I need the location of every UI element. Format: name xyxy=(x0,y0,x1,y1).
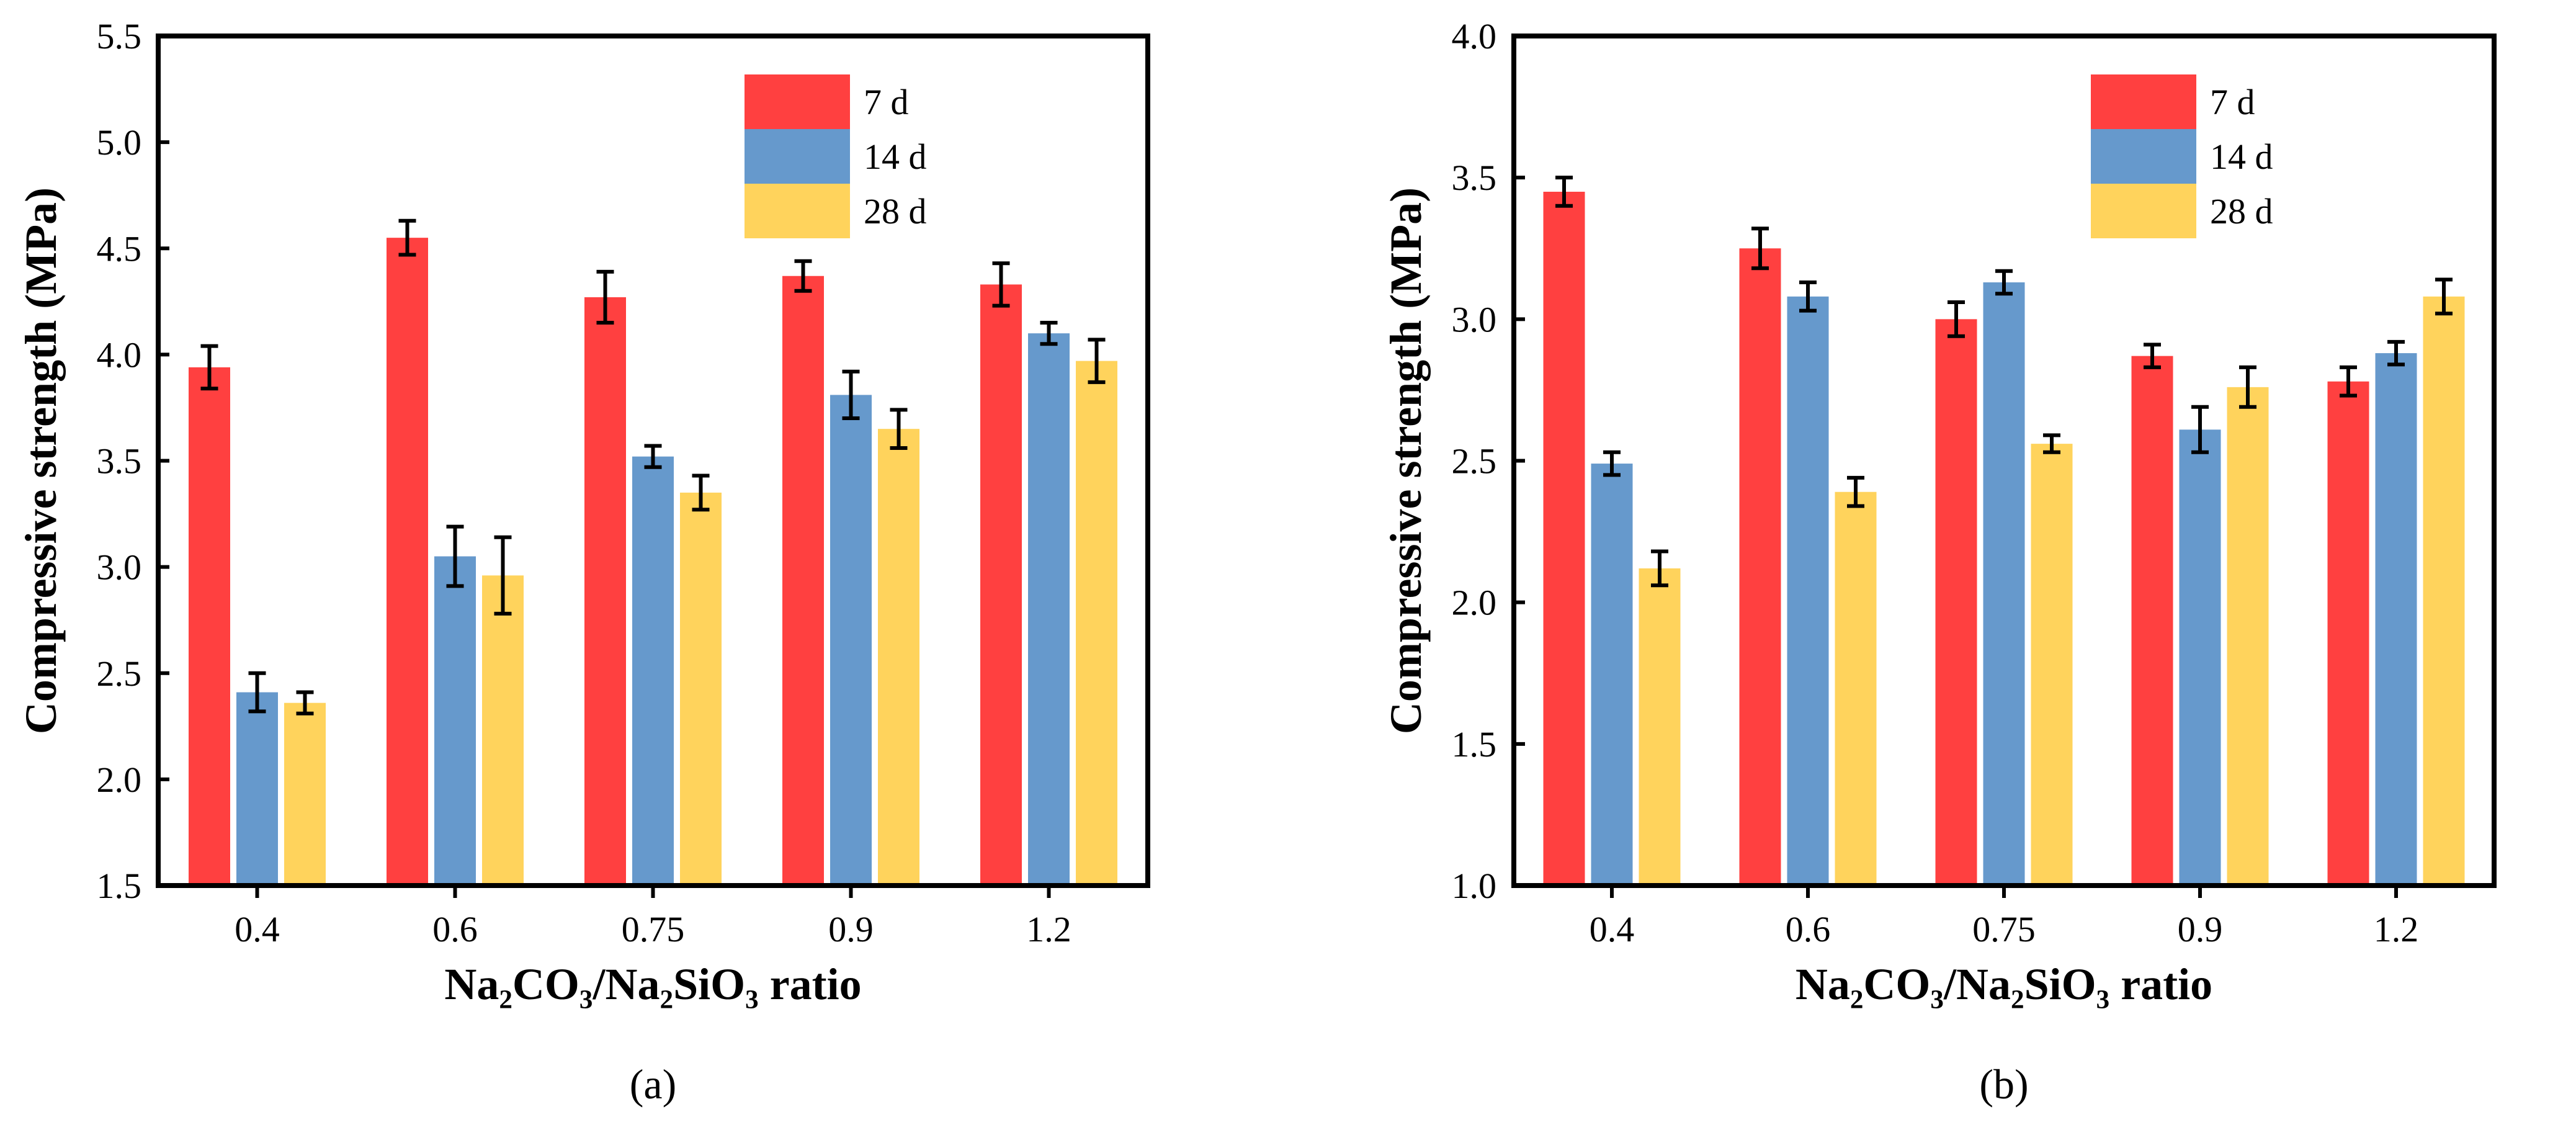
chart-1-y-tick-label: 3.0 xyxy=(97,547,142,588)
chart-1-legend-label: 28 d xyxy=(864,191,927,231)
chart-2-legend-label: 14 d xyxy=(2210,137,2273,177)
chart-1-x-axis-title: Na₂CO₃/Na₂SiO₃ ratio xyxy=(444,959,861,1009)
chart-2-legend-swatch xyxy=(2091,184,2196,238)
chart-1-bar xyxy=(632,456,674,886)
chart-2-legend-swatch xyxy=(2091,129,2196,184)
chart-2-bar xyxy=(1983,282,2025,886)
chart-1-bar xyxy=(980,284,1022,886)
chart-2-y-tick-label: 2.5 xyxy=(1452,441,1497,482)
chart-2: 1.0 1.5 2.0 2.5 3.0 3.5 4.0 0.4 0.6 0.75 0.9 1.2 7 d… xyxy=(1381,16,2497,1108)
chart-1-x-tick-label: 0.9 xyxy=(828,909,874,949)
chart-1-y-tick-label: 4.0 xyxy=(97,334,142,375)
chart-2-x-tick-label: 1.2 xyxy=(2374,909,2419,949)
chart-2-y-tick-label: 3.5 xyxy=(1452,158,1497,198)
chart-1-y-tick-label: 5.0 xyxy=(97,122,142,163)
chart-2-bar xyxy=(1835,491,1877,886)
chart-2-bar xyxy=(1787,296,1829,886)
chart-1-y-tick-label: 2.5 xyxy=(97,653,142,694)
chart-1-x-tick-label: 0.6 xyxy=(432,909,478,949)
chart-1-bar xyxy=(189,367,230,886)
chart-2-bar xyxy=(1591,464,1633,886)
chart-1-bar xyxy=(782,276,824,886)
chart-1-bar xyxy=(878,429,919,886)
chart-1-y-tick-label: 1.5 xyxy=(97,866,142,906)
chart-1-y-tick-label: 3.5 xyxy=(97,441,142,482)
chart-2-x-tick-label: 0.6 xyxy=(1786,909,1831,949)
chart-1-legend-swatch xyxy=(745,74,850,129)
chart-2-legend-label: 7 d xyxy=(2210,82,2255,122)
chart-2-bar xyxy=(2375,353,2417,886)
chart-2-bar xyxy=(2423,296,2465,886)
chart-2-bar xyxy=(2327,381,2369,886)
chart-1: 1.5 2.0 2.5 3.0 3.5 4.0 4.5 5.0 5.5 0.4 0.6 0.75 0.9… xyxy=(16,16,1150,1108)
chart-2-bar xyxy=(1639,568,1681,886)
chart-2-y-tick-label: 2.0 xyxy=(1452,583,1497,623)
chart-1-bar xyxy=(434,556,476,886)
chart-1-panel-label: (a) xyxy=(630,1061,676,1108)
chart-1-bar xyxy=(1076,361,1117,886)
chart-1-bar xyxy=(387,238,428,886)
chart-1-plot-frame xyxy=(156,34,1150,888)
chart-1-legend-label: 14 d xyxy=(864,137,927,177)
chart-1-y-tick-label: 5.5 xyxy=(97,16,142,56)
chart-1-bar xyxy=(1028,333,1070,886)
chart-1-bar xyxy=(284,702,326,886)
chart-1-bar xyxy=(236,692,278,886)
chart-2-panel-label: (b) xyxy=(1979,1061,2028,1108)
chart-2-x-axis-title: Na₂CO₃/Na₂SiO₃ ratio xyxy=(1796,959,2212,1009)
chart-2-x-tick-label: 0.9 xyxy=(2178,909,2223,949)
chart-1-bar xyxy=(482,575,524,886)
chart-2-x-tick-label: 0.4 xyxy=(1590,909,1635,949)
chart-1-y-axis-title: Compressive strength (MPa) xyxy=(16,187,66,734)
chart-1-legend-swatch xyxy=(745,184,850,238)
chart-2-bar xyxy=(1543,191,1585,886)
chart-2-y-axis-title: Compressive strength (MPa) xyxy=(1381,187,1431,734)
chart-2-legend-label: 28 d xyxy=(2210,191,2273,231)
chart-2-bar xyxy=(2179,429,2221,886)
chart-1-legend-label: 7 d xyxy=(864,82,909,122)
chart-1-legend-swatch xyxy=(745,129,850,184)
chart-2-legend-swatch xyxy=(2091,74,2196,129)
chart-1-x-tick-label: 0.4 xyxy=(235,909,280,949)
chart-1-y-tick-label: 4.5 xyxy=(97,228,142,269)
chart-1-bar xyxy=(584,297,626,886)
chart-2-bar xyxy=(1739,248,1781,886)
chart-1-y-tick-label: 2.0 xyxy=(97,760,142,800)
chart-2-y-tick-label: 3.0 xyxy=(1452,299,1497,339)
chart-1-bar xyxy=(680,492,722,886)
chart-2-y-tick-label: 4.0 xyxy=(1452,16,1497,56)
chart-1-bar xyxy=(830,395,872,886)
chart-2-y-tick-label: 1.5 xyxy=(1452,724,1497,765)
chart-2-y-tick-label: 1.0 xyxy=(1452,866,1497,906)
chart-2-plot-frame xyxy=(1511,34,2497,888)
chart-2-bar xyxy=(1935,319,1977,886)
chart-2-bar xyxy=(2131,356,2173,886)
chart-2-bar xyxy=(2031,444,2073,886)
chart-2-bar xyxy=(2227,387,2269,886)
chart-1-x-tick-label: 1.2 xyxy=(1026,909,1071,949)
chart-1-x-tick-label: 0.75 xyxy=(622,909,685,949)
chart-2-x-tick-label: 0.75 xyxy=(1972,909,2036,949)
